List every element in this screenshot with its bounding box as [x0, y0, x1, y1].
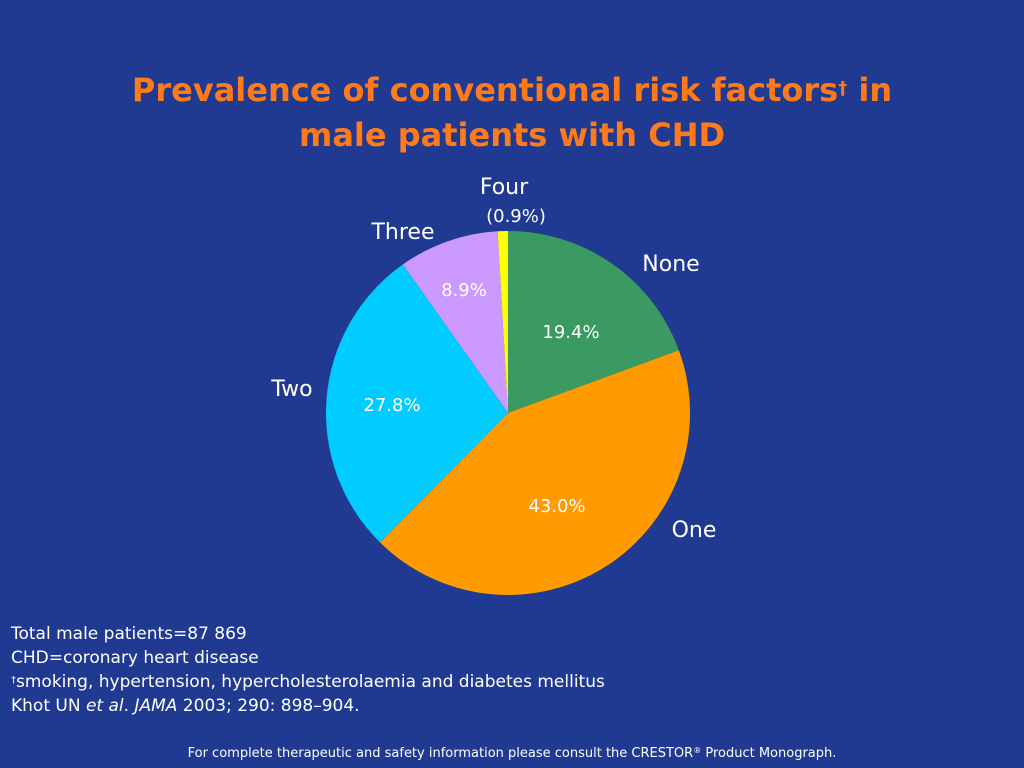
ref-author: Khot UN [11, 696, 86, 716]
footer-disclaimer: For complete therapeutic and safety info… [0, 746, 1024, 761]
note-risk-factors-text: smoking, hypertension, hypercholesterola… [16, 672, 605, 692]
ref-et-al: et al [85, 696, 124, 716]
slide-title: Prevalence of conventional risk factors†… [0, 68, 1024, 158]
value-label-one: 43.0% [528, 496, 585, 517]
note-dagger: † [11, 675, 16, 686]
category-label-one: One [672, 518, 717, 543]
title-line-1: Prevalence of conventional risk factors [131, 71, 839, 109]
note-risk-factors: †smoking, hypertension, hypercholesterol… [11, 670, 605, 694]
ref-rest: 2003; 290: 898–904. [177, 696, 360, 716]
pie-slice-two [326, 264, 508, 543]
pie-slice-one [380, 350, 691, 596]
note-chd-definition: CHD=coronary heart disease [11, 648, 259, 668]
pie-slice-none [508, 231, 679, 413]
ref-separator: . [123, 696, 135, 716]
value-label-three: 8.9% [441, 280, 487, 301]
title-line-1-end: in [847, 71, 893, 109]
note-reference: Khot UN et al. JAMA 2003; 290: 898–904. [11, 694, 605, 718]
value-label-none: 19.4% [542, 322, 599, 343]
value-label-two: 27.8% [363, 395, 420, 416]
category-label-four: Four [480, 175, 529, 200]
category-label-two: Two [270, 377, 312, 402]
footer-text-end: Product Monograph. [701, 746, 837, 761]
title-dagger: † [838, 78, 848, 99]
title-line-2: male patients with CHD [298, 116, 726, 154]
value-label-four: (0.9%) [486, 206, 546, 227]
note-total-patients: Total male patients=87 869 [11, 624, 247, 644]
footer-reg-mark: ® [693, 746, 702, 755]
pie-slice-four [497, 231, 508, 413]
category-label-none: None [642, 252, 699, 277]
footnotes: Total male patients=87 869 CHD=coronary … [11, 622, 605, 718]
footer-text: For complete therapeutic and safety info… [187, 746, 694, 761]
pie-slice-three [402, 231, 508, 413]
ref-journal: JAMA [134, 696, 178, 716]
category-label-three: Three [370, 220, 434, 245]
